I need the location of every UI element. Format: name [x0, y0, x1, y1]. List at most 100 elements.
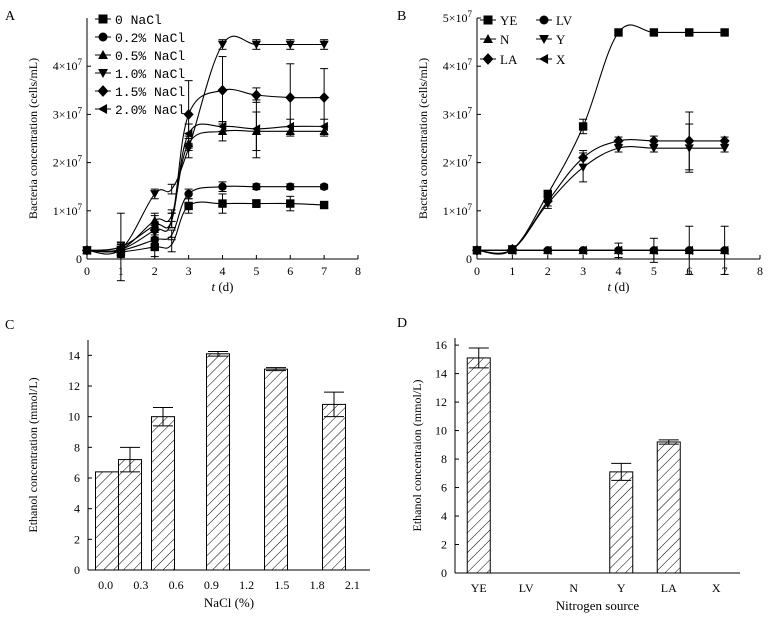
x-tick-label: 4 — [220, 264, 226, 278]
bar — [118, 459, 142, 571]
marker-circle — [218, 182, 227, 191]
y-tick-label: 10 — [68, 410, 80, 424]
series-triangle-left — [82, 99, 329, 282]
marker-square — [720, 28, 729, 37]
x-tick-label: 5 — [253, 264, 259, 278]
legend-label: 1.5% NaCl — [115, 85, 185, 100]
x-tick-label: YE — [471, 581, 487, 595]
legend-label: 0.2% NaCl — [115, 31, 185, 46]
x-tick-label: 1.8 — [310, 578, 325, 592]
x-tick-label: 8 — [757, 264, 763, 278]
y-tick-label: 2×107 — [53, 154, 83, 170]
y-tick-label: 3×107 — [443, 105, 473, 121]
marker-triangle-left — [184, 129, 193, 139]
x-tick-label: 4 — [616, 264, 622, 278]
marker-diamond — [482, 53, 494, 65]
x-tick-label: 0.6 — [169, 578, 184, 592]
legend-label: YE — [500, 13, 517, 28]
marker-circle — [98, 32, 108, 42]
marker-triangle-down — [613, 144, 624, 153]
panel-d: D 0 2 4 6 8 10 12 14 16 Ethanol concentraion (mmol… — [397, 316, 740, 613]
x-tick-label: 0.0 — [98, 578, 113, 592]
legend: YE LV N Y LA X — [480, 13, 573, 67]
x-tick-label: 5 — [651, 264, 657, 278]
x-tick-label: 2 — [152, 264, 158, 278]
y-axis-label: Bacteria concentration (cells/mL) — [416, 58, 430, 219]
y-tick-label: 2×107 — [443, 154, 473, 170]
marker-diamond — [719, 135, 730, 147]
y-tick-label: 0 — [74, 563, 80, 577]
marker-triangle-left — [98, 104, 108, 114]
y-axis-label: Bacteria concentration (cells/mL) — [26, 58, 40, 219]
marker-triangle-left — [319, 121, 328, 132]
x-tick-label: N — [569, 581, 578, 595]
y-tick-label: 4 — [74, 502, 80, 516]
x-axis-label: Nitrogen source — [556, 598, 640, 613]
legend-label: X — [556, 52, 566, 67]
x-tick-label: 0 — [84, 264, 90, 278]
y-tick-label: 1×107 — [443, 202, 473, 218]
marker-circle — [539, 15, 549, 25]
bar — [151, 416, 175, 571]
y-tick-label: 16 — [435, 338, 447, 352]
x-axis-label-unit: (d) — [215, 279, 233, 294]
x-axis-label-var: t — [211, 279, 215, 294]
marker-diamond — [684, 135, 695, 147]
marker-diamond — [217, 84, 228, 96]
marker-square — [614, 28, 623, 37]
x-tick-label: 3 — [580, 264, 586, 278]
x-tick-label: 7 — [321, 264, 327, 278]
x-tick-label: 6 — [287, 264, 293, 278]
marker-square — [319, 200, 329, 210]
marker-triangle-down — [319, 40, 329, 50]
marker-diamond — [319, 92, 330, 103]
marker-diamond — [542, 195, 553, 207]
marker-triangle-left — [150, 220, 159, 230]
marker-diamond — [183, 108, 194, 120]
legend-label: N — [500, 32, 510, 47]
marker-triangle-down — [98, 68, 108, 78]
legend-label: Y — [556, 32, 566, 47]
bar — [466, 357, 491, 574]
panel-label: B — [397, 9, 406, 24]
x-tick-label: 1.5 — [274, 578, 289, 592]
legend-label: 0.5% NaCl — [115, 49, 185, 64]
y-tick-label: 4×107 — [53, 57, 83, 73]
x-axis-label: t (d) — [211, 279, 233, 294]
marker-square — [286, 199, 295, 208]
legend-label: 0 NaCl — [115, 13, 162, 28]
x-tick-label: 1 — [509, 264, 515, 278]
x-tick-label: 8 — [355, 264, 361, 278]
marker-triangle-left — [543, 245, 552, 255]
x-tick-label: Y — [617, 581, 626, 595]
marker-triangle-down — [649, 144, 659, 153]
marker-diamond — [578, 152, 589, 164]
panel-c: C 0 2 4 6 8 10 12 14 Ethanol concentration (mmol/… — [5, 318, 370, 610]
bar — [206, 353, 230, 571]
bar — [322, 403, 346, 571]
y-axis-label: Ethanol concentration (mmol/L) — [26, 377, 40, 532]
x-tick-label: 2 — [545, 264, 551, 278]
legend-label: 1.0% NaCl — [115, 67, 185, 82]
x-tick-label: 1.2 — [239, 578, 254, 592]
marker-circle — [286, 182, 295, 191]
y-tick-label: 6 — [74, 471, 80, 485]
marker-triangle-up — [483, 34, 493, 44]
y-tick-label: 0 — [441, 566, 447, 580]
marker-triangle-left — [720, 245, 729, 255]
y-tick-label: 0 — [76, 252, 82, 266]
marker-triangle-left — [217, 121, 227, 132]
x-axis-label: NaCl (%) — [204, 595, 254, 610]
series-line — [476, 146, 725, 254]
y-tick-label: 0 — [466, 252, 472, 266]
legend-label: 2.0% NaCl — [115, 103, 185, 118]
legend-label: LA — [500, 52, 518, 67]
marker-circle — [319, 182, 329, 191]
marker-square — [218, 199, 227, 208]
y-axis-label: Ethanol concentraion (mmol/L) — [410, 380, 424, 532]
panel-label: D — [397, 316, 407, 331]
marker-square — [184, 201, 193, 211]
panel-label: C — [5, 318, 14, 333]
